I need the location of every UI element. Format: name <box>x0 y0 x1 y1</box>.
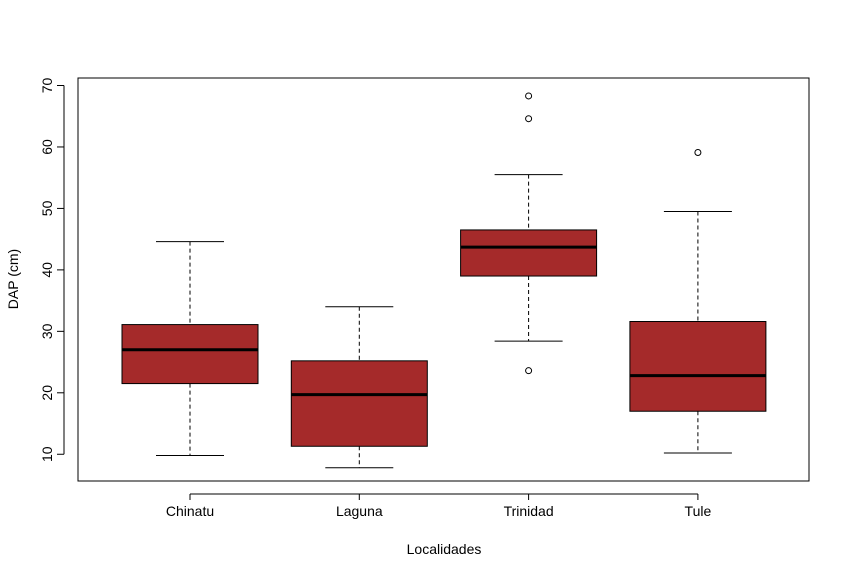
box-tule <box>629 148 767 454</box>
x-axis-title: Localidades <box>407 541 482 557</box>
plot-frame <box>77 77 810 482</box>
y-tick-label: 20 <box>39 385 55 401</box>
box-chinatu <box>121 241 259 456</box>
y-tick-label: 10 <box>39 446 55 462</box>
outlier-point <box>525 92 533 100</box>
box-laguna <box>290 306 428 469</box>
x-tick-label: Chinatu <box>166 503 214 519</box>
outlier-point <box>525 367 533 375</box>
iqr-box <box>629 321 767 412</box>
x-tick-label: Trinidad <box>504 503 554 519</box>
x-tick-label: Laguna <box>336 503 383 519</box>
y-axis-title: DAP (cm) <box>5 249 21 309</box>
outlier-point <box>525 115 533 123</box>
y-tick-label: 40 <box>39 262 55 278</box>
y-tick-label: 60 <box>39 139 55 155</box>
x-axis: Chinatu Laguna Trinidad Tule <box>166 493 712 519</box>
y-tick-label: 30 <box>39 323 55 339</box>
y-tick-label: 70 <box>39 78 55 94</box>
x-tick-label: Tule <box>685 503 712 519</box>
iqr-box <box>460 229 598 277</box>
y-tick-label: 50 <box>39 200 55 216</box>
box-series <box>121 92 767 469</box>
iqr-box <box>121 324 259 385</box>
y-axis: 10 20 30 40 50 60 70 <box>39 78 65 462</box>
outlier-point <box>694 148 702 156</box>
box-trinidad <box>460 92 598 375</box>
iqr-box <box>290 360 428 447</box>
